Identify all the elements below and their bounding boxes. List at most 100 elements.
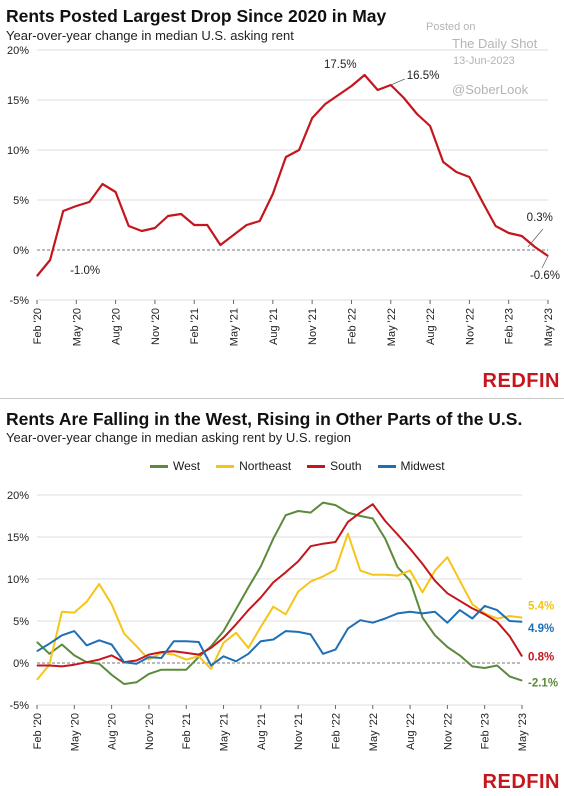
data-point <box>206 224 208 226</box>
data-point <box>347 512 349 514</box>
data-point <box>98 583 100 585</box>
data-point <box>148 654 150 656</box>
end-value-label: -2.1% <box>528 678 558 690</box>
x-tick-label: May '23 <box>543 308 555 346</box>
west-line <box>36 501 523 685</box>
data-label: 17.5% <box>324 59 357 71</box>
x-tick-label: Nov '20 <box>144 713 156 750</box>
data-point <box>272 193 274 195</box>
data-point <box>310 633 312 635</box>
legend-label-northeast: Northeast <box>239 459 292 473</box>
x-tick-label: Nov '21 <box>293 713 305 750</box>
data-point <box>446 592 448 594</box>
x-tick-label: Nov '21 <box>307 308 319 345</box>
data-point <box>350 85 353 87</box>
legend-item-south: South <box>307 459 362 473</box>
chart-subtitle: Year-over-year change in median U.S. ask… <box>6 28 294 43</box>
y-tick-label: 10% <box>7 574 29 586</box>
data-point <box>422 612 424 614</box>
x-tick-label: Aug '21 <box>268 308 280 345</box>
data-point <box>468 176 470 178</box>
annotation-leader <box>541 255 549 269</box>
data-point <box>210 668 212 670</box>
data-point <box>193 224 195 226</box>
data-point <box>73 612 75 614</box>
end-value-label: 5.4% <box>528 601 554 613</box>
data-point <box>167 215 169 217</box>
data-point <box>409 611 411 613</box>
data-point <box>235 608 237 610</box>
data-point <box>403 97 405 99</box>
data-point <box>160 651 162 653</box>
data-point <box>48 665 50 667</box>
data-point <box>359 619 361 621</box>
data-point <box>337 94 339 96</box>
data-point <box>73 654 75 656</box>
data-point <box>434 570 436 572</box>
chart-panel-regional: Rents Are Falling in the West, Rising in… <box>0 398 564 796</box>
data-point <box>115 191 117 193</box>
data-label: 0.3% <box>527 212 553 224</box>
data-point <box>154 227 156 229</box>
data-point <box>135 645 137 647</box>
data-point <box>160 657 162 659</box>
x-tick-label: Aug '22 <box>405 713 417 750</box>
y-tick-label: 10% <box>7 145 29 157</box>
data-label: -1.0% <box>70 265 100 277</box>
data-point <box>446 622 448 624</box>
regional-rent-line-chart: -5% 0% 5% 10% 15% 20% Feb '20 May '20 Aug '20 Nov… <box>7 490 558 751</box>
x-tick-label: May '21 <box>229 308 241 346</box>
data-point <box>86 661 88 663</box>
data-point <box>397 566 399 568</box>
data-point <box>185 669 187 671</box>
data-point <box>198 641 200 643</box>
data-point <box>521 235 523 237</box>
data-point <box>508 232 510 234</box>
data-point <box>260 565 262 567</box>
x-tick-label: May '20 <box>69 713 81 751</box>
data-point <box>61 611 63 613</box>
data-point <box>160 669 162 671</box>
chart-title: Rents Posted Largest Drop Since 2020 in … <box>6 6 387 26</box>
rent-yoy-line <box>36 73 549 277</box>
data-point <box>310 581 312 583</box>
y-tick-label: 20% <box>7 490 29 502</box>
data-point <box>459 600 461 602</box>
legend-item-west: West <box>150 459 200 473</box>
data-point <box>334 569 336 571</box>
data-point <box>260 640 262 642</box>
data-point <box>260 626 262 628</box>
x-tick-label: Aug '20 <box>111 308 123 345</box>
data-point <box>416 113 418 115</box>
data-point <box>322 502 324 504</box>
data-point <box>148 656 150 658</box>
data-point <box>311 117 313 119</box>
x-tick-label: Feb '22 <box>330 713 342 749</box>
x-tick-label: May '20 <box>71 308 83 346</box>
data-point <box>471 607 473 609</box>
chart-panel-national: Rents Posted Largest Drop Since 2020 in … <box>6 6 560 392</box>
data-point <box>434 580 436 582</box>
data-point <box>61 644 63 646</box>
data-point <box>98 663 100 665</box>
data-point <box>111 644 113 646</box>
data-point <box>509 620 511 622</box>
data-point <box>377 89 379 91</box>
data-point <box>101 183 104 185</box>
legend-label-west: West <box>173 459 201 473</box>
data-point <box>223 630 225 632</box>
data-point <box>285 630 287 632</box>
data-point <box>509 635 511 637</box>
data-point <box>86 601 88 603</box>
legend-label-midwest: Midwest <box>400 459 445 473</box>
data-point <box>322 653 324 655</box>
data-point <box>285 613 287 615</box>
data-point <box>285 156 287 158</box>
data-point <box>198 654 200 656</box>
data-point <box>223 655 225 657</box>
legend-item-midwest: Midwest <box>377 459 445 473</box>
data-point <box>397 612 399 614</box>
data-point <box>148 673 150 675</box>
data-point <box>173 654 175 656</box>
data-point <box>173 640 175 642</box>
